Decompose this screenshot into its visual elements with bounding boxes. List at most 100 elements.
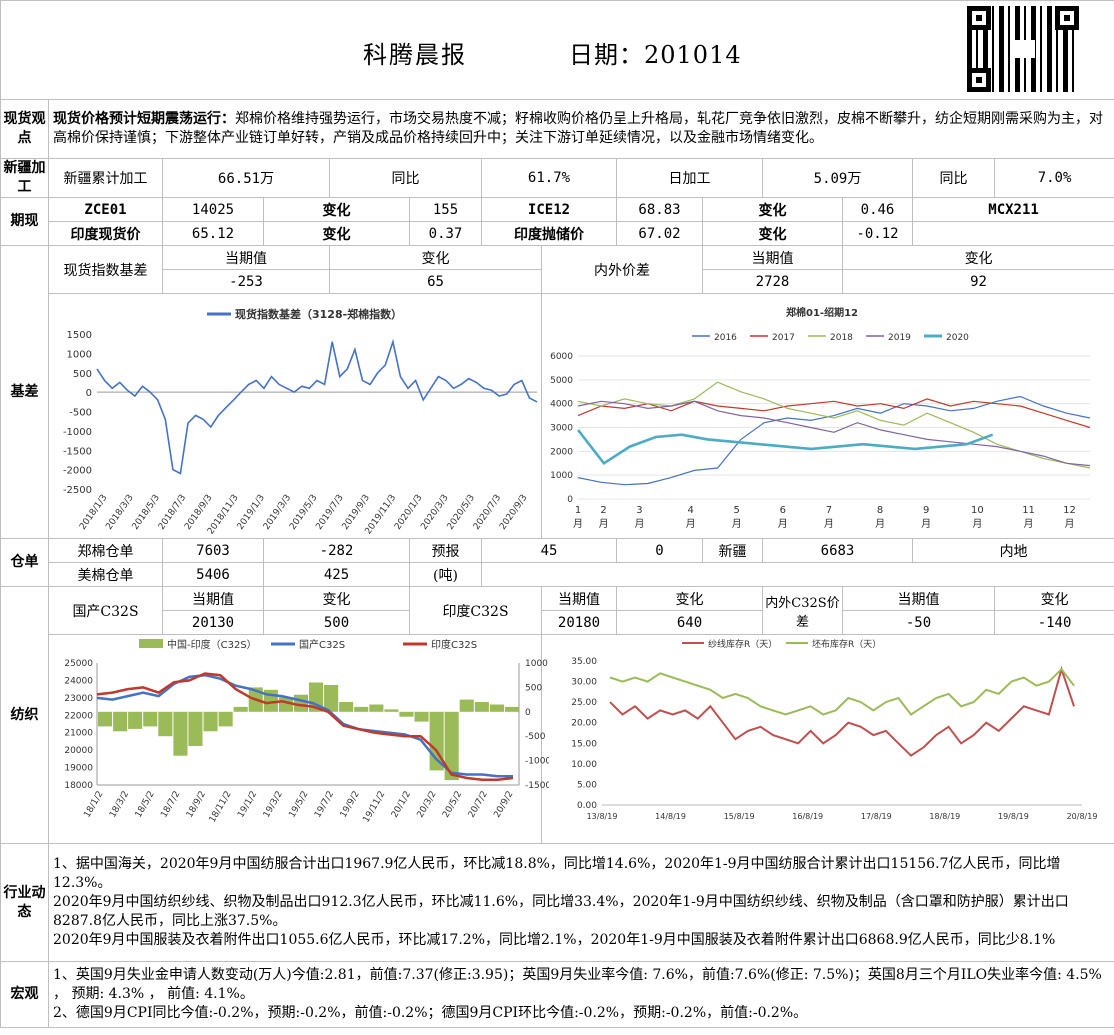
y-right-tick-label: -500 xyxy=(525,732,546,742)
india-reserve-change-label: 变化 xyxy=(702,221,843,246)
y-tick-label: 4000 xyxy=(550,400,573,410)
zce01-label: ZCE01 xyxy=(48,197,163,222)
spot-basis-cur-label: 当期值 xyxy=(162,245,330,270)
yarn-price-chart: 中国-印度（C32S） 国产C32S 印度C32S 25000 24000 23000 22… xyxy=(64,638,551,825)
spread-bar xyxy=(504,706,519,712)
ice12-label: ICE12 xyxy=(481,197,617,222)
x-tick-label: 19/3/2 xyxy=(262,790,285,820)
legend-label-0: 纱线库存R（天） xyxy=(708,638,777,650)
domestic-chg: 500 xyxy=(263,610,410,635)
y-left-tick-label: 21000 xyxy=(64,729,93,739)
spread-bar xyxy=(98,711,113,727)
india-spot-change-label: 变化 xyxy=(263,221,410,246)
x-tick-unit: 月 xyxy=(634,518,644,530)
y-tick-label: 15.00 xyxy=(571,739,597,749)
us-receipt-value: 5406 xyxy=(162,562,264,587)
india-spot-label: 印度现货价 xyxy=(48,221,163,246)
y-right-tick-label: 1000 xyxy=(525,659,548,669)
y-tick-label: -500 xyxy=(69,408,92,419)
y-tick-label: -2500 xyxy=(63,485,92,496)
spot-basis-chg-label: 变化 xyxy=(329,245,542,270)
x-tick-label: 20/9/2 xyxy=(492,790,515,820)
spot-basis-label: 现货指数基差 xyxy=(48,245,163,294)
inout-chg: 92 xyxy=(841,269,1114,294)
forecast-unit: (吨) xyxy=(409,562,482,587)
y-right-tick-label: 0 xyxy=(525,708,531,718)
inout-chg-label: 变化 xyxy=(841,245,1114,270)
x-tick-label: 4 xyxy=(687,505,693,516)
spread-bar xyxy=(339,702,354,712)
domestic-chg-label: 变化 xyxy=(263,586,410,611)
zc-receipt-change: -282 xyxy=(263,538,410,563)
x-tick-label: 18/5/2 xyxy=(134,790,157,820)
y-tick-label: 0.00 xyxy=(577,801,597,811)
x-tick-label: 3 xyxy=(636,505,642,516)
y-tick-label: 1000 xyxy=(67,349,92,360)
x-tick-unit: 月 xyxy=(824,518,834,530)
india-c32s-label: 印度C32S xyxy=(409,586,542,635)
y-right-tick-label: 500 xyxy=(525,683,542,693)
spread-bar xyxy=(128,711,143,729)
spread-bar xyxy=(158,711,173,737)
mcx211-label: MCX211 xyxy=(911,197,1114,222)
spread-bar xyxy=(113,711,128,732)
x-tick-label: 10 xyxy=(971,505,984,516)
x-tick-label: 19/5/2 xyxy=(287,790,310,820)
india-chg: 640 xyxy=(616,610,763,635)
series-line-domestic xyxy=(96,673,513,778)
industry-text: 1、据中国海关，2020年9月中国纺服合计出口1967.9亿人民币，环比减18.… xyxy=(47,843,1114,962)
diff-cur-label: 当期值 xyxy=(842,586,995,611)
xinjiang-label: 新疆加工 xyxy=(0,158,49,198)
ice12-change: 0.46 xyxy=(842,197,913,222)
qr-code-icon xyxy=(967,6,1079,92)
series-line-2020 xyxy=(576,429,994,466)
series-line-1 xyxy=(609,667,1075,716)
x-tick-label: 18/9/2 xyxy=(185,790,208,820)
spread-bar xyxy=(354,706,369,712)
y-left-tick-label: 20000 xyxy=(64,746,93,756)
spread-bar xyxy=(369,704,384,712)
x-tick-label: 19/7/2 xyxy=(313,790,336,820)
x-tick-label: 20/8/19 xyxy=(1067,812,1098,821)
x-tick-unit: 月 xyxy=(686,518,696,530)
spread-bar xyxy=(188,711,203,746)
x-tick-unit: 月 xyxy=(778,518,788,530)
inout-cur-label: 当期值 xyxy=(702,245,843,270)
y-tick-label: 5.00 xyxy=(577,780,597,790)
spread-bar xyxy=(218,711,233,727)
spread-bar xyxy=(324,685,339,712)
basis-line-chart: 现货指数基差（3128-郑棉指数） 1500 1000 500 0 -500 -1000 -1… xyxy=(63,307,538,537)
spot-basis-cur: -253 xyxy=(162,269,330,294)
xj-yoy-label: 同比 xyxy=(329,158,482,198)
zc-receipt-label: 郑棉仓单 xyxy=(48,538,163,563)
y-tick-label: 0 xyxy=(86,388,92,399)
india-spot-value: 65.12 xyxy=(162,221,264,246)
basis-chart-cell: 现货指数基差（3128-郑棉指数） 1500 1000 500 0 -500 -1000 -1… xyxy=(48,293,542,539)
y-right-tick-label: -1000 xyxy=(525,757,549,767)
domestic-cur-label: 当期值 xyxy=(162,586,264,611)
x-tick-label: 5 xyxy=(734,505,740,516)
zce01-change: 155 xyxy=(409,197,482,222)
y-tick-label: 35.00 xyxy=(571,657,597,667)
x-tick-unit: 月 xyxy=(921,518,931,530)
y-left-tick-label: 24000 xyxy=(64,676,93,686)
futures-label: 期现 xyxy=(0,197,49,246)
series-line-basis xyxy=(96,338,538,475)
x-tick-unit: 月 xyxy=(972,518,982,530)
x-tick-label: 17/8/19 xyxy=(861,812,892,821)
xj-daily-value: 5.09万 xyxy=(762,158,913,198)
x-tick-unit: 月 xyxy=(573,518,583,530)
chart-title: 郑棉01-绍期12 xyxy=(786,306,858,319)
forecast-change: 0 xyxy=(616,538,703,563)
y-left-tick-label: 22000 xyxy=(64,711,93,721)
y-tick-label: 20.00 xyxy=(571,719,597,729)
x-tick-label: 6 xyxy=(780,505,786,516)
xj-cumulative-value: 66.51万 xyxy=(162,158,330,198)
series-line-2018 xyxy=(577,381,1091,469)
zce01-change-label: 变化 xyxy=(263,197,410,222)
x-tick-label: 16/8/19 xyxy=(792,812,823,821)
y-tick-label: 2000 xyxy=(550,447,573,457)
spread-bar xyxy=(414,711,429,722)
spread-bar xyxy=(429,711,444,771)
